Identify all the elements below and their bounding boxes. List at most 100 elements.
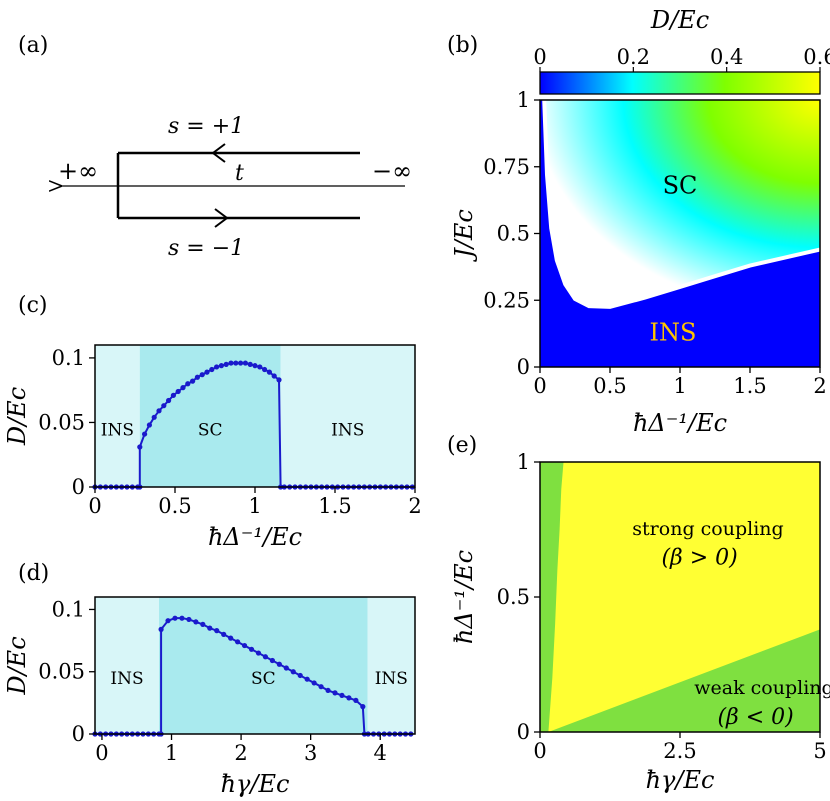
y-axis-label: J/Ec bbox=[450, 209, 478, 263]
y-tick-label: 0.5 bbox=[497, 222, 530, 246]
data-point bbox=[228, 360, 234, 366]
y-axis-label: D/Ec bbox=[3, 636, 31, 695]
colorbar-tick-label: 0.4 bbox=[710, 45, 743, 69]
weak-coupling-label: weak coupling bbox=[694, 677, 830, 699]
ins-region-left bbox=[95, 345, 140, 487]
data-point bbox=[252, 363, 258, 369]
line-panel-d: INS SC INS 0 1 2 3 4 0 0.05 0.1 ħγ/Ec D/Ec bbox=[3, 596, 416, 798]
panel-tag-b: (b) bbox=[447, 33, 478, 58]
x-tick-label: 0 bbox=[88, 494, 101, 518]
y-axis-label: D/Ec bbox=[3, 387, 31, 446]
data-point bbox=[353, 697, 359, 703]
strong-coupling-fill bbox=[548, 462, 820, 732]
keldysh-contour-diagram: s = +1 s = −1 +∞ −∞ t bbox=[58, 114, 412, 261]
data-point bbox=[269, 657, 275, 664]
x-tick-label: 1 bbox=[248, 494, 261, 518]
colorbar-tick-label: 0.6 bbox=[803, 45, 830, 69]
data-point bbox=[137, 444, 143, 450]
data-point bbox=[318, 684, 324, 690]
data-point bbox=[311, 680, 317, 686]
y-tick-label: 0 bbox=[72, 722, 85, 746]
colorbar-tick-label: 0 bbox=[533, 45, 546, 69]
data-point bbox=[262, 654, 269, 660]
y-axis-label: ħΔ⁻¹/Ec bbox=[450, 550, 478, 644]
data-point bbox=[228, 635, 234, 641]
data-point bbox=[241, 642, 248, 649]
plot-frame bbox=[94, 596, 416, 735]
y-tick-label: 0 bbox=[517, 720, 530, 744]
x-tick-label: 4 bbox=[374, 741, 387, 765]
x-tick-label: 2 bbox=[408, 494, 421, 518]
y-tick-label: 0 bbox=[517, 355, 530, 379]
data-point bbox=[190, 378, 196, 384]
s-minus-label: s = −1 bbox=[168, 236, 244, 261]
x-tick-label: 5 bbox=[813, 739, 826, 763]
data-point bbox=[304, 676, 310, 682]
data-point bbox=[325, 687, 331, 694]
data-point bbox=[276, 661, 282, 667]
x-tick-label: 0 bbox=[533, 374, 546, 398]
data-point bbox=[332, 690, 338, 696]
region-label-ins-left: INS bbox=[110, 669, 143, 689]
weak-coupling-condition: (β < 0) bbox=[717, 705, 793, 730]
s-plus-label: s = +1 bbox=[168, 114, 244, 139]
data-point bbox=[142, 431, 148, 437]
ins-region-label: INS bbox=[650, 318, 697, 346]
x-tick-label: 1 bbox=[673, 374, 686, 398]
data-point bbox=[166, 397, 172, 404]
t-label: t bbox=[235, 161, 244, 186]
y-tick-label: 0.1 bbox=[52, 597, 85, 621]
x-tick-label: 3 bbox=[304, 741, 317, 765]
data-point bbox=[165, 618, 171, 624]
colorbar-label: D/Ec bbox=[650, 6, 709, 34]
data-point bbox=[172, 615, 178, 621]
y-tick-label: 1 bbox=[517, 88, 530, 112]
data-point bbox=[247, 361, 253, 367]
x-tick-label: 1.5 bbox=[318, 494, 351, 518]
x-tick-label: 0 bbox=[533, 739, 546, 763]
data-point bbox=[233, 360, 239, 366]
y-tick-label: 0.1 bbox=[52, 346, 85, 370]
region-label-sc: SC bbox=[251, 669, 276, 689]
data-point bbox=[214, 628, 220, 634]
x-tick-label: 1 bbox=[165, 741, 178, 765]
data-point bbox=[223, 361, 229, 367]
data-point bbox=[175, 388, 181, 395]
data-point bbox=[209, 366, 215, 373]
data-point bbox=[266, 369, 272, 375]
data-point bbox=[151, 414, 157, 420]
plus-infinity-label: +∞ bbox=[58, 157, 98, 185]
data-point bbox=[235, 639, 241, 645]
x-axis-label: ħγ/Ec bbox=[646, 766, 715, 794]
data-point bbox=[257, 364, 263, 370]
data-point bbox=[199, 372, 205, 378]
data-point bbox=[204, 369, 210, 375]
data-point bbox=[158, 626, 164, 632]
x-axis-label: ħΔ⁻¹/Ec bbox=[633, 409, 727, 437]
data-point bbox=[248, 646, 255, 652]
data-point bbox=[297, 672, 303, 679]
panel-tag-d: (d) bbox=[18, 561, 49, 586]
data-point bbox=[255, 650, 262, 656]
panel-tag-e: (e) bbox=[447, 433, 477, 458]
data-point bbox=[193, 619, 199, 625]
ins-region-right bbox=[280, 345, 415, 487]
ins-region-left bbox=[95, 597, 159, 734]
data-point bbox=[290, 669, 296, 675]
y-tick-label: 0 bbox=[72, 475, 85, 499]
region-label-ins-right: INS bbox=[375, 669, 408, 689]
phase-boundary bbox=[542, 99, 821, 309]
data-point bbox=[146, 422, 152, 428]
data-point bbox=[214, 364, 220, 370]
sc-region bbox=[159, 597, 368, 734]
y-tick-label: 1 bbox=[517, 450, 530, 474]
sc-region-fill bbox=[544, 100, 820, 307]
x-axis-label: ħΔ⁻¹/Ec bbox=[208, 523, 302, 551]
data-point bbox=[283, 665, 289, 671]
data-point bbox=[185, 381, 191, 387]
x-tick-label: 0.5 bbox=[593, 374, 626, 398]
ins-region-right bbox=[367, 597, 415, 734]
upper-arrow-head bbox=[211, 143, 226, 163]
data-point bbox=[238, 360, 244, 366]
